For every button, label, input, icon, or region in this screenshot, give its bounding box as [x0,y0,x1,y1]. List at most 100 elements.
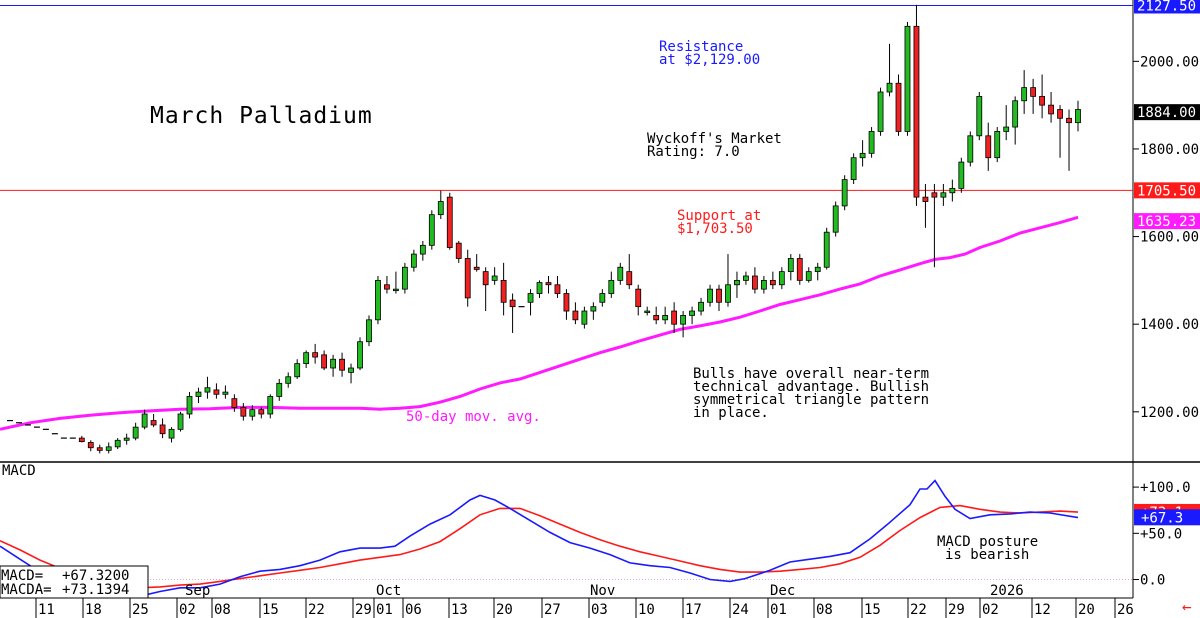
x-month-label: 2026 [990,583,1024,599]
macd-y-tick-label: +100.0 [1140,480,1191,496]
candle-body [159,424,166,435]
candle-body [850,157,857,181]
candle-body [321,354,328,369]
candle-body [760,279,767,290]
macd-tag-label: +67.3 [1141,510,1183,526]
x-month-label: Oct [376,583,401,599]
candle [626,254,633,290]
candle [258,407,265,419]
candle-body [168,428,175,439]
macda-readout-value: +73.1394 [62,582,129,598]
candle [132,422,139,441]
candle-body [231,398,238,408]
candle [177,411,184,432]
candle-body [1021,87,1028,102]
candle [330,354,336,377]
candle-body [859,152,866,159]
macd-series-line [0,479,1079,598]
x-day-label: 22 [910,602,927,618]
candle [222,385,229,399]
candle-body [716,288,722,303]
price-tag-label: 1884.00 [1137,105,1196,121]
resistance-note-line1: Resistance [659,39,743,55]
price-tag [1134,213,1200,230]
candle [159,418,166,439]
candle [841,175,848,211]
x-day-label: 10 [638,602,655,618]
candle-body [114,439,121,448]
candle [976,92,983,141]
candle [473,254,480,272]
candle [725,254,731,307]
macd-y-tick-label: 0.0 [1140,573,1165,589]
candle-body [285,376,292,384]
candle-body [913,25,920,198]
candle-body [366,319,372,343]
scroll-left-arrow-icon[interactable]: ← [1182,597,1192,616]
candle-body [1057,109,1063,119]
candle-body [482,271,489,286]
candle [303,350,310,368]
candle-body [1066,117,1072,124]
candle [348,363,354,384]
x-day-label: 08 [214,602,231,618]
candle-body [778,271,785,286]
candle [707,284,713,307]
candle-body [581,310,588,325]
candle [805,267,812,283]
candle-body [1030,87,1037,97]
rating-note-line1: Wyckoff's Market [647,131,782,147]
candle [743,271,749,285]
candle [213,383,220,399]
candle-body [410,253,417,268]
candle-body [348,367,354,373]
x-day-label: 22 [308,602,325,618]
candle [760,276,767,294]
candle-body [258,409,265,415]
candle [572,302,579,325]
candle [1021,70,1028,114]
candle [671,302,678,333]
candle-body [312,352,319,358]
x-day-label: 02 [982,602,999,618]
candle-body [590,306,597,312]
candle-body [967,135,974,163]
candle [985,122,992,171]
candle [698,297,704,316]
candle-body [671,310,678,325]
candle [1012,96,1019,145]
candle [78,435,85,443]
rating-note-line2: Rating: 7.0 [647,144,740,160]
candle-body [814,266,821,273]
price-tag [1134,104,1200,121]
candle [1048,92,1054,123]
candle [689,306,695,325]
candle-body [626,271,633,286]
candle [357,337,363,371]
x-day-label: 18 [85,602,102,618]
candle-body [527,293,534,303]
price-tag-label: 1635.23 [1137,214,1196,230]
candle-body [841,179,848,207]
candle [393,271,399,294]
candle [141,409,148,430]
comment-line1: Bulls have overall near-term [693,366,929,382]
candle-body [186,396,193,415]
macd-readout-box [0,565,149,599]
x-month-label: Sep [185,583,210,599]
candle [195,387,202,404]
candle-body [339,358,345,371]
x-month-label: Dec [770,583,795,599]
y-tick-label: 1200.00 [1140,405,1199,421]
candle [895,74,902,136]
candle [904,21,911,136]
macd-note-line1: MACD posture [937,534,1038,550]
candle-body [132,426,139,439]
candle-body [204,387,211,393]
candle [769,271,776,290]
candle [231,394,238,412]
candle [294,359,301,379]
candle [87,440,94,452]
candle [680,311,687,338]
